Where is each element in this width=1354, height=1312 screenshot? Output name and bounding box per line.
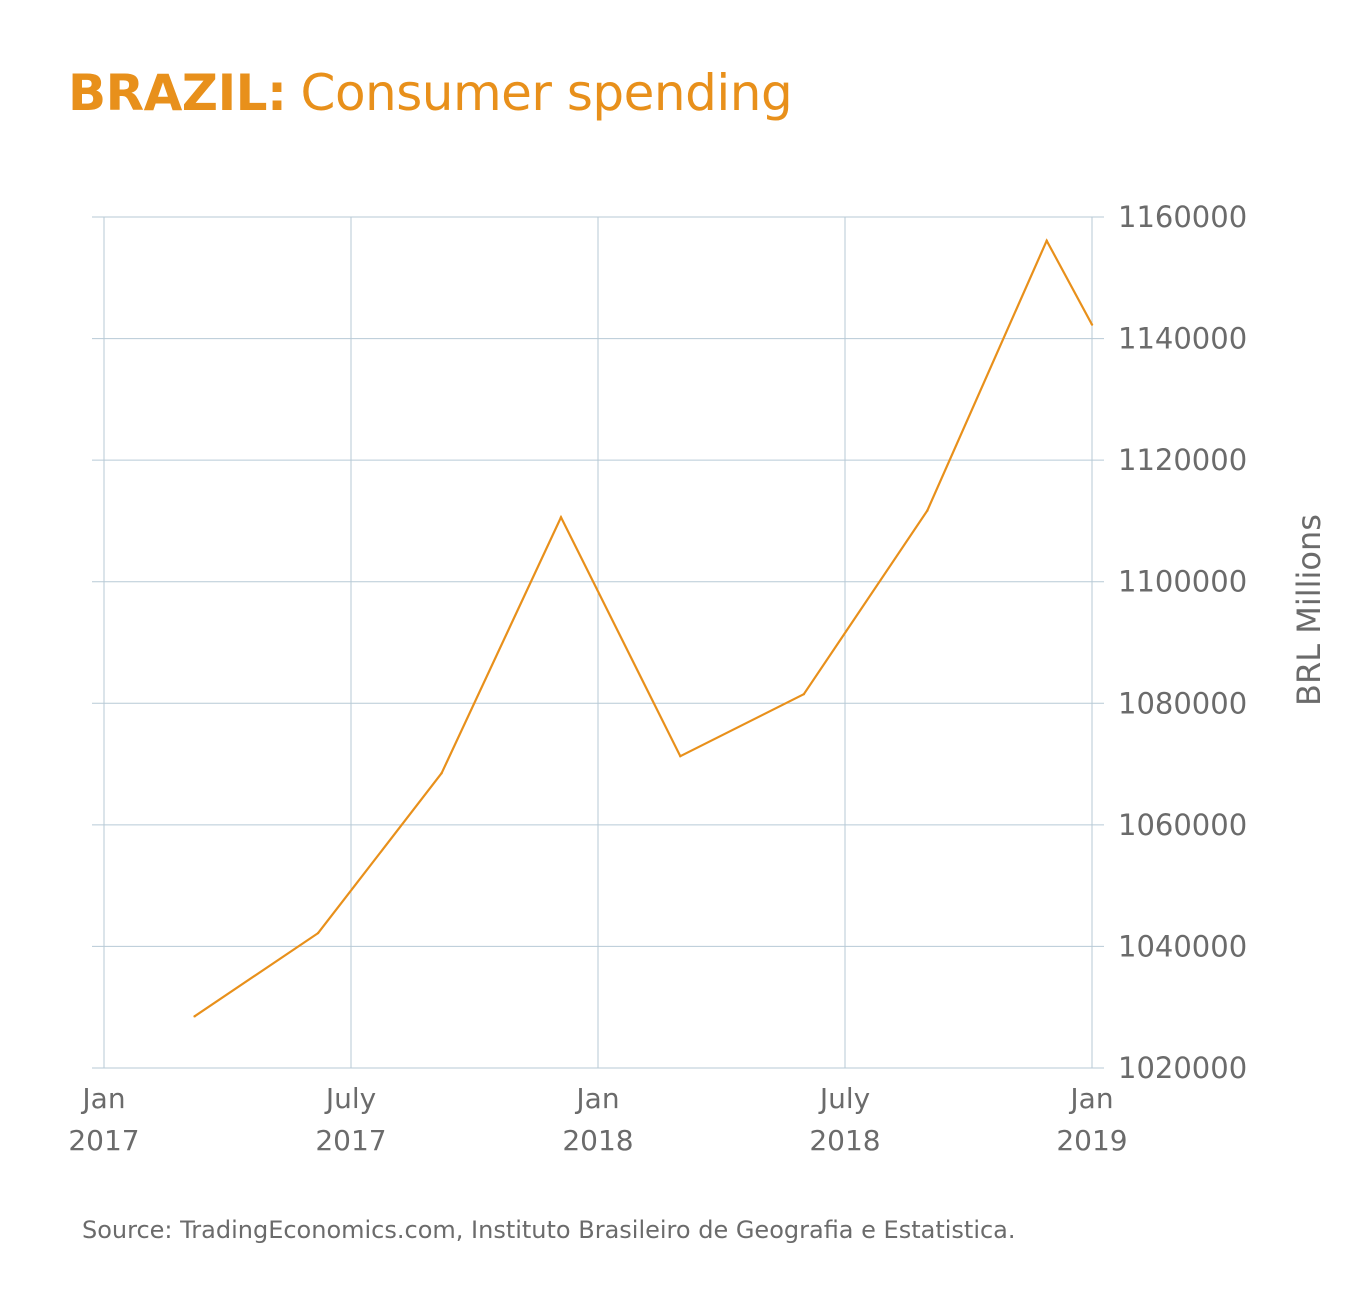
data-point [559, 516, 563, 519]
y-tick-labels: 1160000 1140000 1120000 1100000 1080000 10600… [1118, 200, 1247, 1085]
source-note: Source: TradingEconomics.com, Instituto … [82, 1216, 1016, 1244]
x-tick-label-year: 2018 [562, 1124, 633, 1157]
data-point [193, 1015, 196, 1018]
y-axis-label: BRL Millions [1290, 514, 1328, 706]
x-tick-labels: Jan 2017 July 2017 Jan 2018 July 2018 Jan 2019 [68, 1082, 1127, 1157]
series-group [193, 238, 1094, 1018]
x-tick-label-year: 2017 [315, 1124, 386, 1157]
y-tick-label: 1020000 [1118, 1051, 1247, 1085]
x-tick-label-month: Jan [574, 1082, 619, 1115]
y-tick-label: 1080000 [1118, 686, 1247, 720]
x-tick-label-year: 2019 [1056, 1124, 1127, 1157]
title-subject: Consumer spending [300, 64, 793, 122]
x-tick-label-month: July [324, 1082, 376, 1115]
y-tick-label: 1100000 [1118, 565, 1247, 599]
data-point [440, 771, 443, 775]
y-tick-label: 1120000 [1118, 443, 1247, 477]
x-tick-label-month: Jan [1068, 1082, 1113, 1115]
data-point [316, 931, 320, 935]
y-tick-label: 1040000 [1118, 929, 1247, 963]
title-country: BRAZIL: [68, 64, 287, 122]
data-point [802, 692, 806, 696]
chart-title: BRAZIL: Consumer spending [68, 64, 793, 122]
x-tick-label-year: 2017 [68, 1124, 139, 1157]
y-tick-label: 1060000 [1118, 808, 1247, 842]
x-tick-label-month: Jan [80, 1082, 125, 1115]
data-point [926, 509, 929, 512]
x-gridlines [103, 217, 1093, 1068]
series-line-consumer-spending [193, 238, 1093, 1018]
y-tick-label: 1140000 [1118, 322, 1247, 356]
x-tick-label-year: 2018 [809, 1124, 880, 1157]
data-point [1090, 323, 1094, 326]
data-point [1045, 239, 1048, 242]
x-tick-label-month: July [818, 1082, 870, 1115]
y-tick-label: 1160000 [1118, 200, 1247, 234]
data-point [679, 754, 682, 758]
